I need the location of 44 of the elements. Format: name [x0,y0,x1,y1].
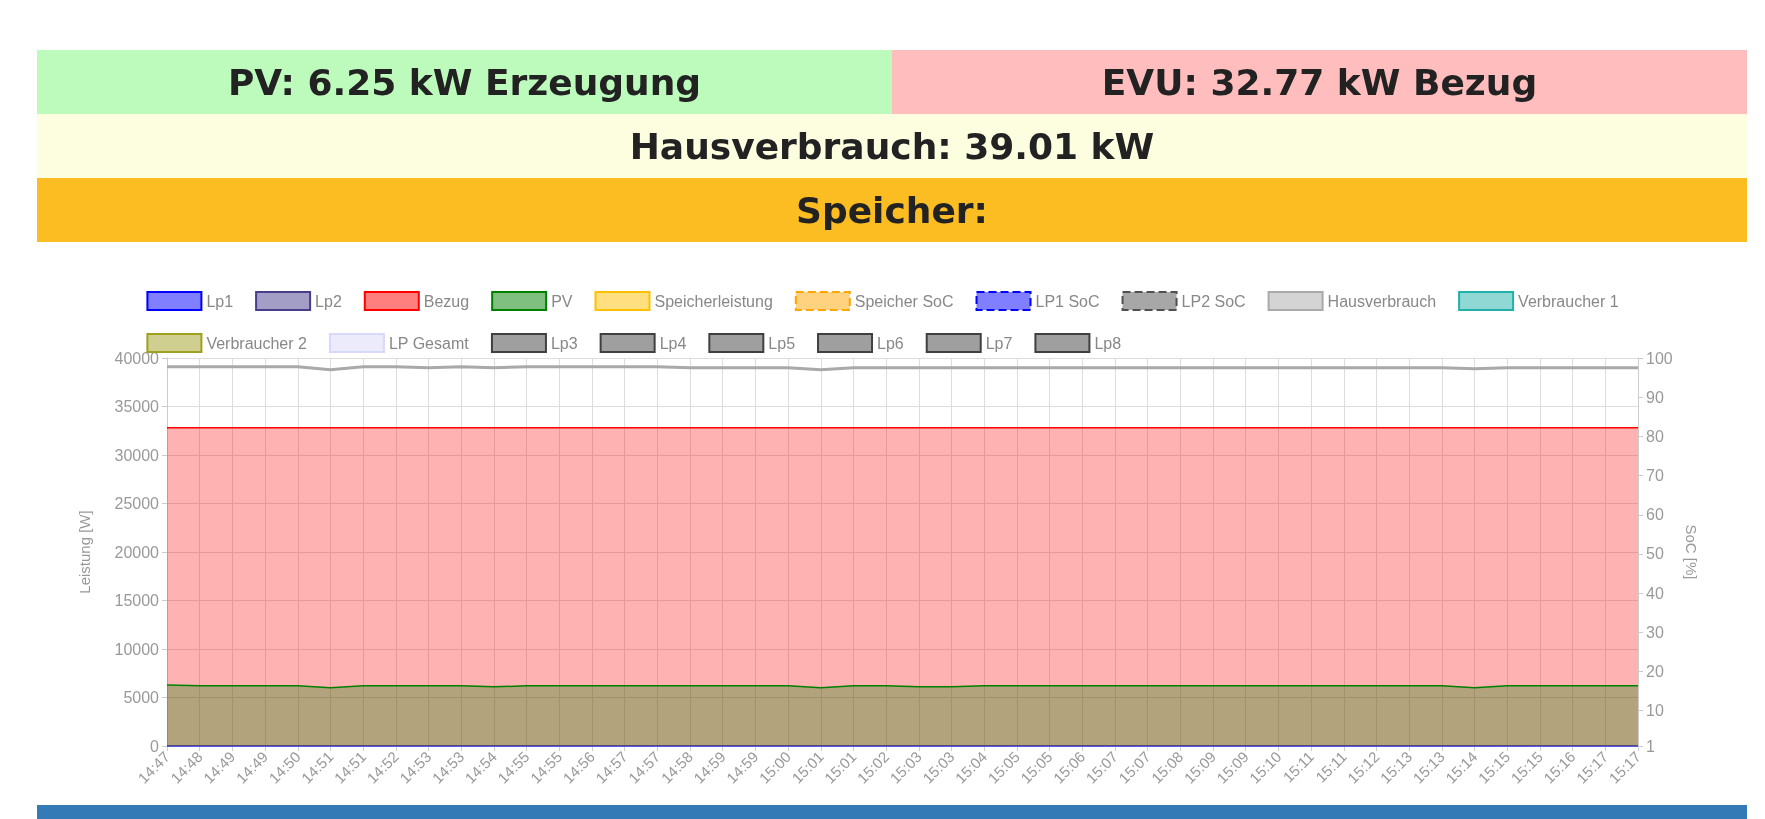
y2-tick-label: 80 [1646,427,1664,445]
legend-label: Hausverbrauch [1327,292,1437,310]
legend-label: Lp5 [768,334,796,352]
y2-tick-label: 20 [1646,663,1664,681]
legend-label: Speicherleistung [654,292,773,310]
legend-label: LP1 SoC [1035,292,1100,310]
y-tick-label: 5000 [123,689,160,706]
y2-axis-title: SoC [%] [1682,524,1700,580]
y2-tick-label: 50 [1646,545,1664,563]
y-tick-label: 0 [150,737,160,755]
y2-tick-label: 30 [1646,623,1664,641]
legend-label: Speicher SoC [854,292,954,310]
legend-label: Lp7 [985,334,1013,352]
y2-tick-label: 70 [1646,467,1664,485]
y-tick-label: 15000 [114,592,160,609]
legend-label: Bezug [423,292,470,310]
y2-tick-label: 1 [1646,737,1655,755]
legend-label: Verbraucher 1 [1518,292,1619,310]
y-tick-label: 35000 [114,398,160,415]
y2-tick-label: 60 [1646,506,1664,524]
y2-tick-label: 100 [1646,349,1673,367]
legend-label: Lp1 [206,292,234,310]
y-tick-label: 20000 [114,543,160,561]
legend-label: Lp8 [1094,334,1122,352]
y-tick-label: 25000 [114,495,160,512]
y-tick-label: 40000 [114,349,160,367]
legend-label: Verbraucher 2 [206,334,308,352]
legend-label: Lp2 [315,292,342,310]
legend-label: Lp3 [550,334,578,352]
y2-tick-label: 90 [1646,388,1664,406]
y2-tick-label: 40 [1646,584,1664,602]
legend-label: LP Gesamt [388,334,470,352]
legend-label: Lp6 [877,334,904,352]
y-tick-label: 10000 [114,640,160,658]
legend-label: PV [551,292,573,310]
y-tick-label: 30000 [114,446,160,464]
text: PV: 6.25 kW Erzeugung [37,50,892,114]
text: Hausverbrauch: 39.01 kW [37,114,1747,178]
y2-tick-label: 10 [1646,702,1664,720]
legend-label: Lp4 [659,334,687,352]
y-axis-title: Leistung [W] [76,510,93,594]
text: Speicher: [37,178,1747,242]
text: EVU: 32.77 kW Bezug [892,50,1747,114]
legend-label: LP2 SoC [1181,292,1246,310]
